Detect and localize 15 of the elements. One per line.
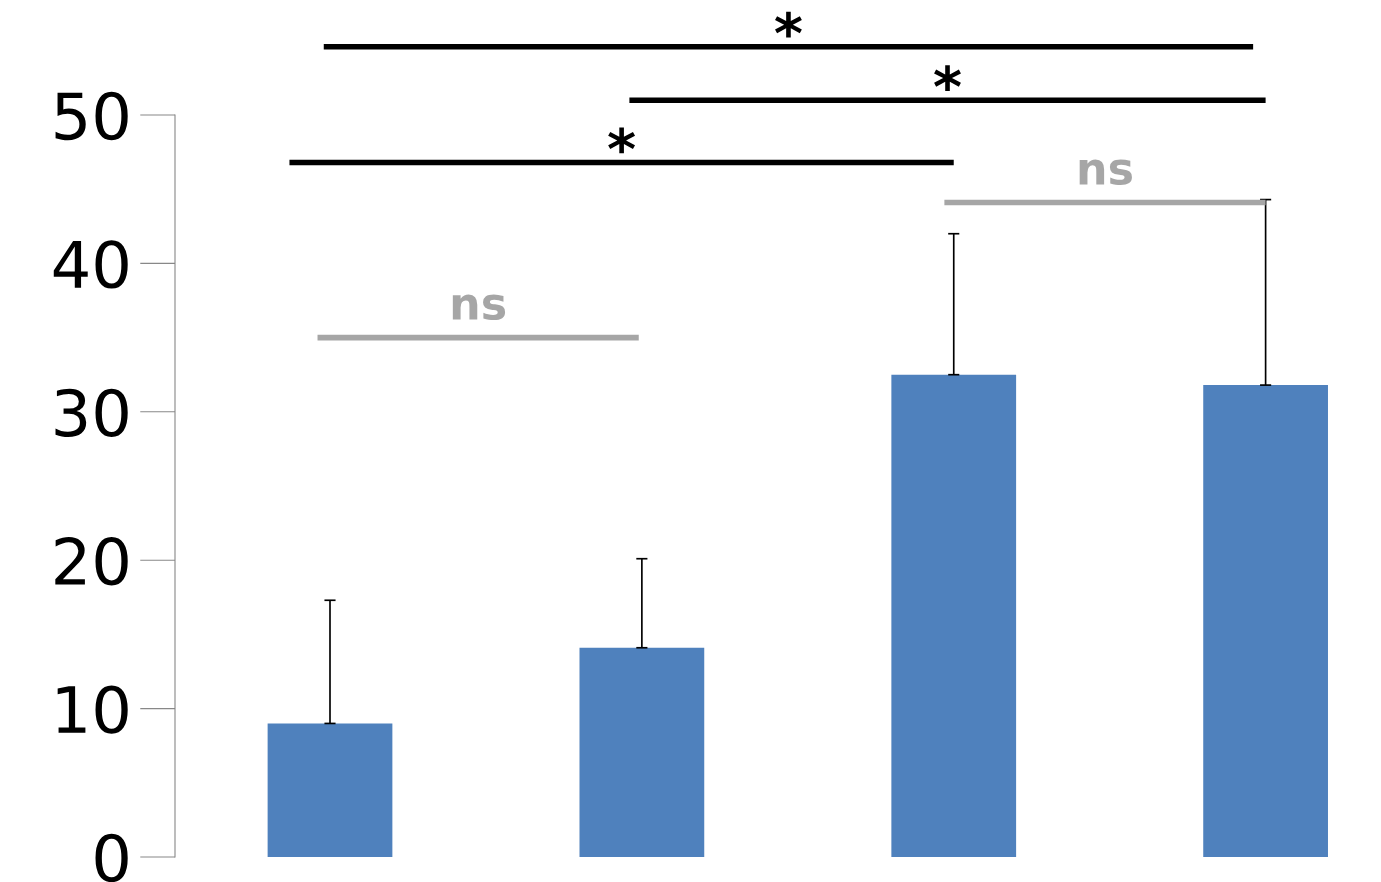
- y-tick-label: 50: [55, 91, 128, 141]
- text: *: [934, 65, 961, 91]
- text: *: [775, 11, 802, 38]
- bar: [1203, 385, 1328, 857]
- bar: [891, 374, 1017, 857]
- annotation: ns: [452, 294, 506, 321]
- y-tick-label: 40: [53, 240, 128, 289]
- annotation: ns: [1079, 159, 1132, 186]
- y-tick-label: 20: [55, 537, 128, 586]
- annotation: *: [608, 127, 636, 154]
- y-tick-label: 0: [95, 833, 128, 882]
- y-tick-label: 10: [57, 685, 128, 734]
- y-tick-label: 30: [55, 388, 128, 437]
- bar: [579, 647, 705, 857]
- bar: [267, 723, 393, 857]
